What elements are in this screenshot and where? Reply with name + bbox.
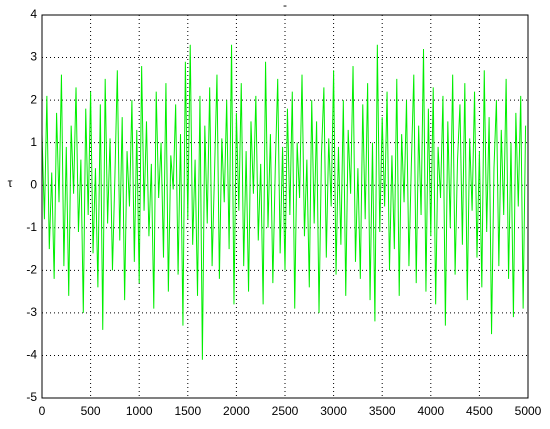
x-tick-label: 3000 xyxy=(320,404,347,418)
chart-title: - xyxy=(283,0,287,12)
y-tick-label: -5 xyxy=(26,390,37,404)
y-tick-label: 2 xyxy=(30,92,37,106)
data-line xyxy=(41,44,527,360)
x-tick-label: 3500 xyxy=(369,404,396,418)
y-axis-label: τ xyxy=(8,176,13,190)
y-tick-label: 3 xyxy=(30,50,37,64)
y-tick-label: 4 xyxy=(30,7,37,21)
plot-frame xyxy=(41,14,529,399)
x-tick-label: 1000 xyxy=(126,404,153,418)
x-tick-label: 2500 xyxy=(272,404,299,418)
x-tick-label: 0 xyxy=(39,404,46,418)
y-tick-label: 1 xyxy=(30,135,37,149)
x-tick-label: 2000 xyxy=(223,404,250,418)
y-tick-label: -2 xyxy=(26,263,37,277)
x-tick-label: 1500 xyxy=(174,404,201,418)
x-tick-label: 500 xyxy=(81,404,101,418)
x-tick-label: 5000 xyxy=(515,404,542,418)
x-tick-label: 4500 xyxy=(466,404,493,418)
x-tick-label: 4000 xyxy=(417,404,444,418)
y-tick-label: -3 xyxy=(26,305,37,319)
y-tick-label: -4 xyxy=(26,348,37,362)
y-tick-label: 0 xyxy=(30,177,37,191)
y-tick-label: -1 xyxy=(26,220,37,234)
